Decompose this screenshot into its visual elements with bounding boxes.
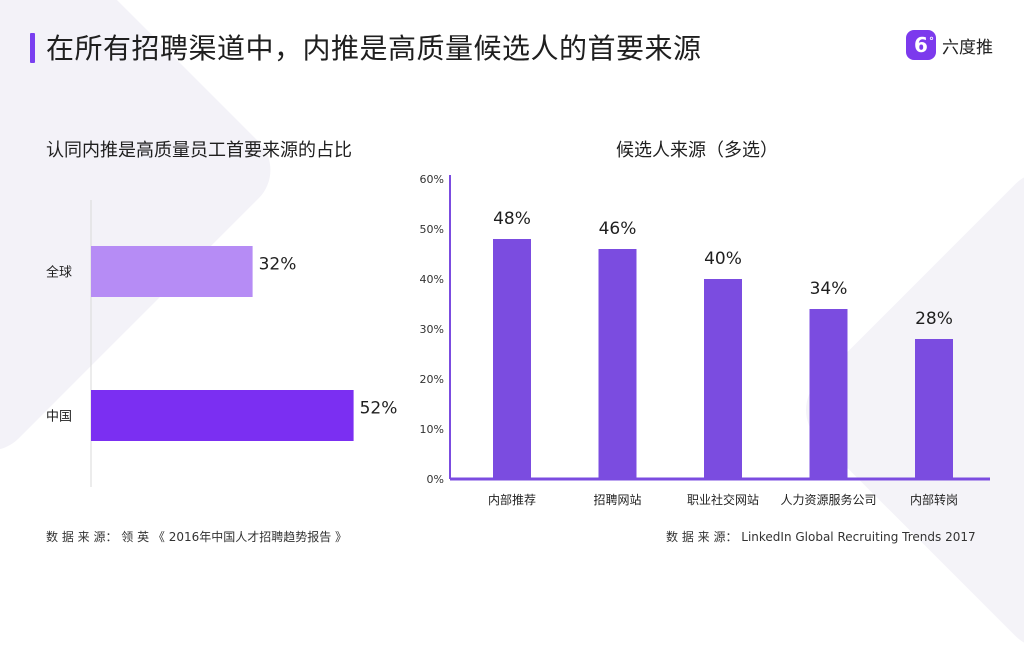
right-bar — [598, 249, 637, 479]
right-y-tick-label: 60% — [420, 173, 444, 186]
source-left: 数 据 来 源： 领 英 《 2016年中国人才招聘趋势报告 》 — [46, 530, 348, 544]
left-chart: 全球 32% 中国 52% — [46, 200, 398, 487]
title-accent-bar — [30, 33, 35, 63]
right-chart: 0% 10% 20% 30% 40% 50% 60% 48% 内部推荐 46% 招聘网站 40% 职业社… — [420, 173, 990, 507]
left-category-label: 中国 — [46, 410, 72, 425]
right-y-tick-label: 30% — [420, 323, 444, 336]
left-value-label: 32% — [259, 255, 297, 275]
source-right: 数 据 来 源： LinkedIn Global Recruiting Tren… — [666, 530, 976, 544]
logo: 6 ° 六度推 — [906, 28, 993, 62]
right-category-label: 内部转岗 — [910, 492, 958, 507]
left-category-label: 全球 — [46, 265, 72, 281]
right-y-tick-label: 10% — [420, 423, 444, 436]
right-value-label: 28% — [915, 309, 953, 329]
logo-text: 六度推 — [942, 37, 993, 58]
logo-icon: 6 ° — [906, 30, 936, 60]
right-bar — [704, 279, 742, 479]
right-category-label: 内部推荐 — [488, 492, 536, 507]
right-bar — [809, 309, 848, 479]
right-y-tick-label: 50% — [420, 223, 444, 236]
left-bar — [91, 246, 253, 297]
page-title: 在所有招聘渠道中，内推是高质量候选人的首要来源 — [46, 32, 702, 65]
left-value-label: 52% — [360, 399, 398, 419]
right-y-tick-label: 40% — [420, 273, 444, 286]
right-category-label: 招聘网站 — [593, 493, 641, 507]
right-value-label: 48% — [493, 209, 531, 229]
right-value-label: 46% — [599, 219, 637, 239]
left-bar — [91, 390, 354, 441]
right-chart-title: 候选人来源（多选） — [616, 140, 778, 161]
right-category-label: 职业社交网站 — [687, 492, 759, 507]
left-chart-title: 认同内推是高质量员工首要来源的占比 — [46, 140, 352, 161]
right-bar — [493, 239, 531, 479]
right-value-label: 40% — [704, 249, 742, 269]
right-category-label: 人力资源服务公司 — [780, 492, 876, 507]
right-bar — [915, 339, 953, 479]
right-y-tick-label: 0% — [427, 473, 444, 486]
right-y-tick-label: 20% — [420, 373, 444, 386]
right-value-label: 34% — [810, 279, 848, 299]
